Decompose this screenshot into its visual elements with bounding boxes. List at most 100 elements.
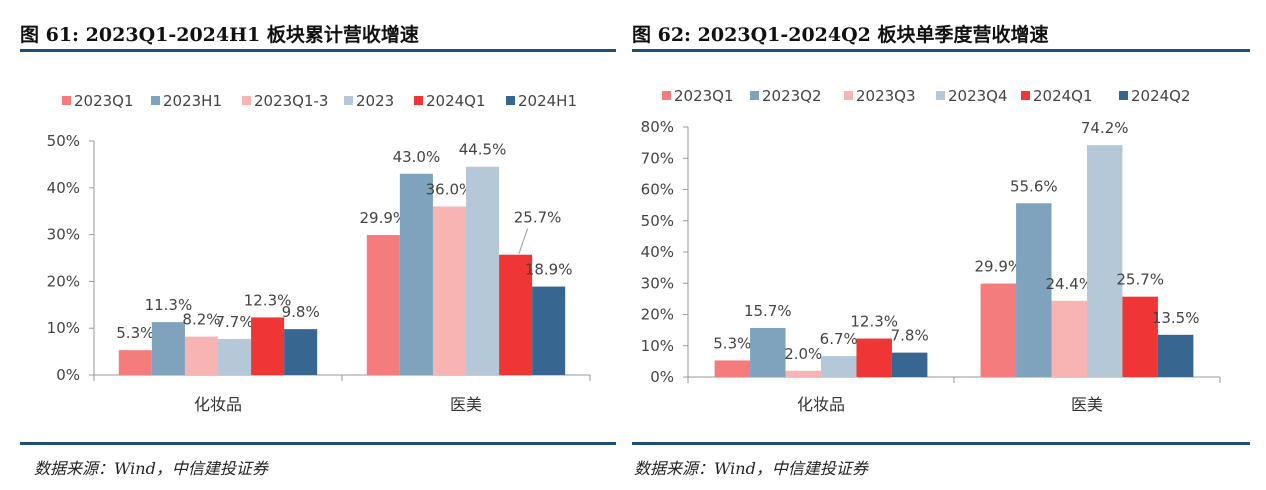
chart-panel-quarterly: 图 62: 2023Q1-2024Q2 板块单季度营收增速 2023Q1 2023… [632,0,1266,490]
y-tick-label: 20% [641,306,674,324]
x-category-label: 化妆品 [194,395,242,414]
bar-2023H1-化妆品 [151,322,185,375]
bar-2023Q3-医美 [1051,300,1087,377]
legend-swatch-2023Q1 [662,91,671,100]
data-label: 36.0% [426,181,474,199]
data-label-leader [518,228,529,254]
x-category-label: 医美 [450,395,482,414]
legend-swatch-2024H1 [506,96,515,105]
data-label: 12.3% [244,291,292,309]
data-label: 25.7% [514,209,562,227]
bar-2023Q1-3-化妆品 [184,336,218,375]
legend-label-2023Q1: 2023Q1 [74,92,134,110]
y-tick-label: 80% [641,118,674,136]
data-label: 29.9% [360,209,408,227]
legend-label-2024Q1: 2024Q1 [426,92,486,110]
chart-panel-cumulative: 图 61: 2023Q1-2024H1 板块累计营收增速 2023Q1 2023H… [0,0,632,490]
legend-swatch-2023Q1-3 [242,96,251,105]
x-category-label: 医美 [1071,395,1103,414]
data-label: 43.0% [393,148,441,166]
bar-2024Q2-化妆品 [891,352,928,377]
y-tick-label: 40% [47,179,80,197]
data-label: 5.3% [713,334,751,352]
bar-2023Q2-医美 [1016,203,1052,377]
bar-2023Q1-化妆品 [714,360,751,377]
data-label: 2.0% [784,345,822,363]
bar-2023Q4-医美 [1087,145,1123,377]
data-label: 12.3% [850,313,898,331]
bar-2023-化妆品 [218,338,252,375]
bar-2024Q1-医美 [1122,296,1158,377]
legend-label-2023Q1: 2023Q1 [674,87,734,105]
data-label: 11.3% [145,296,193,314]
data-label: 7.8% [891,327,929,345]
y-tick-label: 60% [641,181,674,199]
y-tick-label: 0% [56,366,80,384]
data-label: 74.2% [1081,119,1129,137]
bar-2024Q1-化妆品 [251,317,285,375]
y-tick-label: 30% [47,226,80,244]
legend-swatch-2023H1 [151,96,160,105]
bar-2023Q1-3-医美 [432,206,466,375]
legend-swatch-2023Q4 [936,91,945,100]
data-label: 8.2% [182,311,220,329]
legend-swatch-2023Q2 [750,91,759,100]
legend-label-2023Q4: 2023Q4 [948,87,1008,105]
source-divider [20,442,616,445]
legend-label-2023Q2: 2023Q2 [762,87,822,105]
legend-swatch-2024Q1 [1021,91,1030,100]
bar-2024Q1-医美 [499,254,533,375]
bar-2024H1-医美 [532,286,566,375]
y-tick-label: 50% [641,212,674,230]
bar-2024Q2-医美 [1157,334,1194,377]
data-label: 6.7% [820,330,858,348]
data-label: 13.5% [1152,309,1200,327]
y-tick-label: 20% [47,272,80,290]
y-tick-label: 10% [47,319,80,337]
data-label: 18.9% [525,261,573,279]
legend-swatch-2024Q1 [414,96,423,105]
legend-swatch-2023Q1 [62,96,71,105]
data-label: 15.7% [744,302,792,320]
legend-label-2024Q2: 2024Q2 [1131,87,1191,105]
data-label: 55.6% [1010,177,1058,195]
bar-chart-quarterly: 2023Q1 2023Q2 2023Q3 2023Q4 2024Q1 2024Q2 0% 10… [641,87,1221,414]
y-tick-label: 70% [641,149,674,167]
data-label: 5.3% [116,324,154,342]
legend-label-2023Q1-3: 2023Q1-3 [254,92,328,110]
bar-2023-医美 [466,166,500,375]
y-tick-label: 10% [641,337,674,355]
bar-2023Q2-化妆品 [750,327,786,377]
data-label: 7.7% [215,313,253,331]
bar-2024H1-化妆品 [284,329,318,375]
source-note: 数据来源：Wind，中信建投证券 [634,459,868,478]
data-label: 9.8% [282,303,320,321]
bar-2023Q3-化妆品 [785,370,821,377]
data-label: 44.5% [459,141,507,159]
y-tick-label: 0% [650,368,674,386]
legend-swatch-2024Q2 [1119,91,1128,100]
title-divider [632,49,1250,52]
bar-2023H1-医美 [399,173,433,375]
legend-label-2023: 2023 [356,92,394,110]
legend-swatch-2023 [344,96,353,105]
data-label: 29.9% [975,258,1023,276]
bar-2023Q1-医美 [366,235,400,375]
legend-label-2024H1: 2024H1 [518,92,577,110]
bar-2023Q1-化妆品 [118,350,152,375]
source-note: 数据来源：Wind，中信建投证券 [34,459,268,478]
legend-swatch-2023Q3 [844,91,853,100]
data-label: 25.7% [1116,271,1164,289]
x-category-label: 化妆品 [797,395,845,414]
bar-chart-cumulative: 2023Q1 2023H1 2023Q1-3 2023 2024Q1 2024H1 0% 10… [47,92,591,414]
source-divider [632,442,1250,445]
bar-2024Q1-化妆品 [856,338,892,377]
y-tick-label: 40% [641,243,674,261]
data-label: 24.4% [1045,275,1093,293]
legend-label-2023H1: 2023H1 [163,92,222,110]
y-tick-label: 50% [47,132,80,150]
bar-2023Q4-化妆品 [821,356,857,377]
figure-title: 图 62: 2023Q1-2024Q2 板块单季度营收增速 [632,24,1049,46]
y-tick-label: 30% [641,274,674,292]
bar-2023Q1-医美 [980,283,1017,377]
